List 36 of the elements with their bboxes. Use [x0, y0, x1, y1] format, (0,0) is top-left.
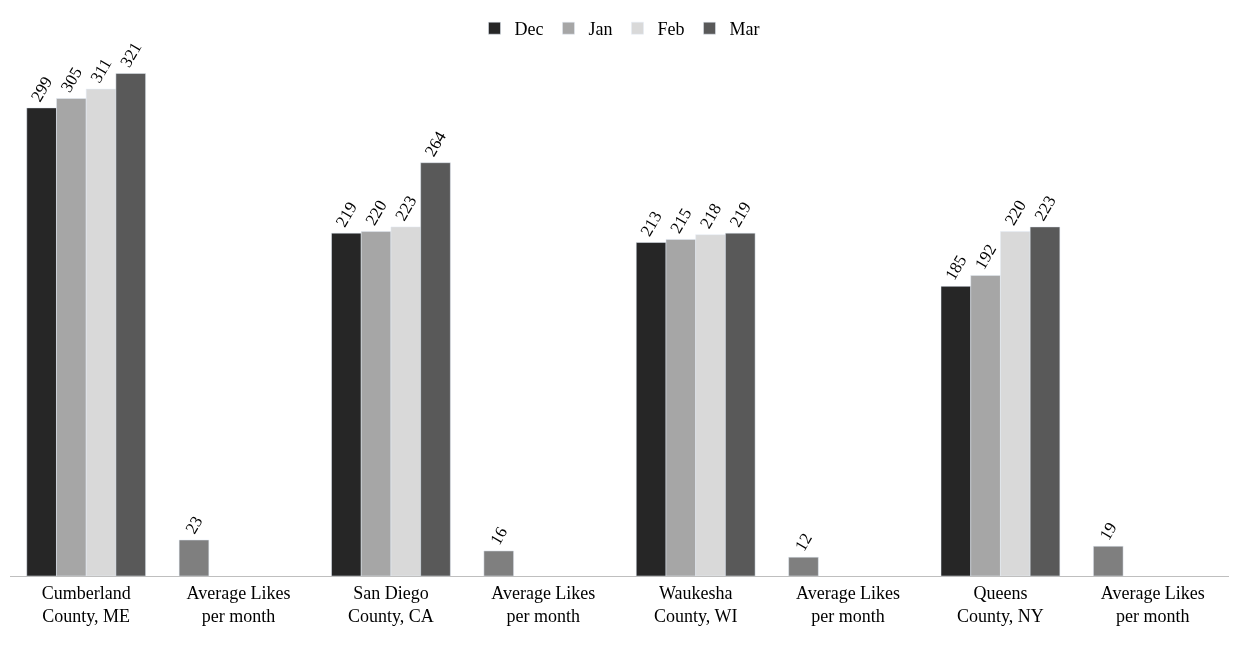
- legend-label: Feb: [657, 19, 685, 40]
- bar: [788, 556, 819, 576]
- data-label: 215: [666, 204, 696, 237]
- legend-label: Mar: [729, 19, 760, 40]
- data-label: 219: [331, 198, 361, 231]
- x-tick-label: Average Likes per month: [491, 582, 596, 626]
- data-label: 23: [181, 512, 207, 537]
- data-label: 213: [636, 207, 666, 240]
- legend-label: Dec: [514, 19, 544, 40]
- data-label: 19: [1095, 519, 1121, 544]
- data-label: 264: [420, 127, 451, 160]
- data-label: 219: [725, 198, 755, 231]
- x-tick-label: Queens County, NY: [957, 582, 1044, 626]
- bar: [483, 550, 514, 576]
- data-label: 223: [391, 192, 421, 224]
- data-label: 299: [27, 73, 57, 105]
- data-label: 223: [1030, 192, 1060, 224]
- data-label: 16: [486, 523, 512, 548]
- data-label: 311: [86, 55, 116, 87]
- x-tick-label: Average Likes per month: [186, 582, 291, 626]
- data-label: 220: [361, 196, 391, 229]
- x-tick-label: San Diego County, CA: [348, 582, 434, 626]
- data-label: 220: [1000, 196, 1030, 229]
- bar: [1093, 546, 1124, 576]
- x-tick-label: Average Likes per month: [796, 582, 901, 626]
- data-label: 185: [941, 251, 971, 284]
- x-tick-label: Cumberland County, ME: [41, 582, 131, 626]
- x-tick-label: Waukesha County, WI: [653, 582, 738, 626]
- data-label: 218: [695, 200, 726, 232]
- legend-label: Jan: [588, 19, 613, 40]
- data-label: 12: [791, 529, 816, 555]
- data-label: 192: [970, 240, 1001, 273]
- bar: [178, 539, 210, 576]
- data-label: 321: [116, 38, 146, 71]
- data-label: 305: [56, 63, 86, 96]
- x-tick-label: Average Likes per month: [1100, 582, 1205, 626]
